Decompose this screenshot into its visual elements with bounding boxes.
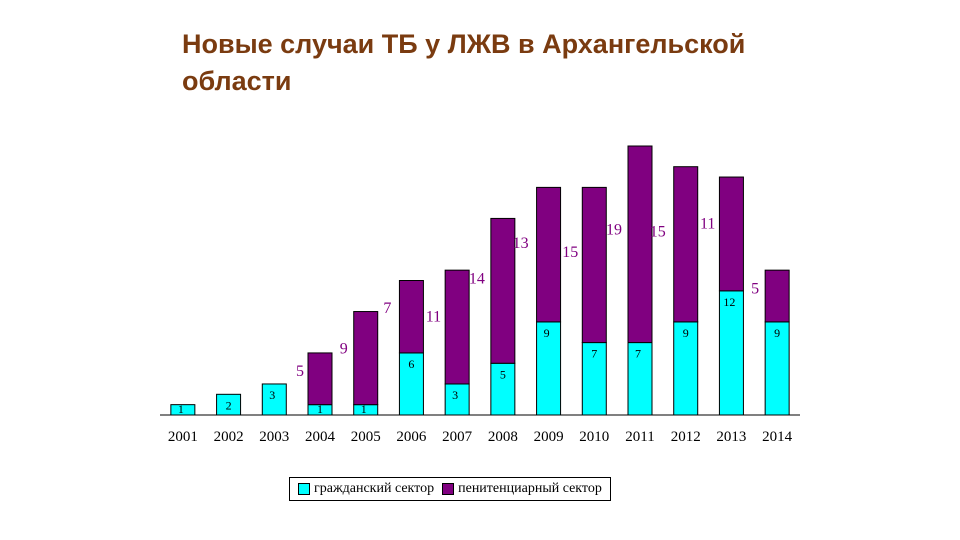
tick-label-2011: 2011 (625, 429, 654, 445)
label-civil-2001: 1 (178, 402, 184, 416)
bar-penitentiary-2009 (536, 186, 562, 323)
label-civil-2007: 3 (452, 388, 458, 402)
tick-label-2006: 2006 (396, 429, 427, 445)
bar-penitentiary-2011 (627, 145, 653, 344)
bar-penitentiary-2014 (764, 269, 790, 323)
label-penitentiary-2013: 11 (700, 215, 715, 232)
legend-label-penitentiary: пенитенциарный сектор (458, 481, 602, 496)
tick-label-2014: 2014 (762, 429, 793, 445)
x-tick-labels: 2001 2002 2003 2004 2005 2006 2007 2008 2009 2010… (168, 429, 793, 445)
bar-penitentiary-2007 (444, 269, 470, 385)
label-penitentiary-2011: 19 (606, 221, 622, 238)
label-penitentiary-2012: 15 (650, 224, 666, 241)
label-civil-2010: 7 (591, 347, 597, 361)
bar-penitentiary-2013 (718, 176, 744, 292)
bar-civil-2009 (536, 321, 562, 416)
tick-label-2012: 2012 (671, 429, 701, 445)
legend-label-civil: гражданский сектор (314, 481, 435, 496)
label-civil-2006: 6 (408, 357, 414, 371)
bar-penitentiary-2008 (490, 217, 516, 364)
bar-civil-2006 (398, 352, 424, 416)
label-penitentiary-2004: 5 (296, 363, 304, 380)
bar-civil-2012 (673, 321, 699, 416)
tick-label-2003: 2003 (259, 429, 289, 445)
chart-legend: гражданский сектор пенитенциарный сектор (289, 477, 611, 501)
tick-label-2005: 2005 (351, 429, 381, 445)
tick-label-2013: 2013 (716, 429, 746, 445)
tick-label-2009: 2009 (534, 429, 564, 445)
label-civil-2005: 1 (361, 402, 367, 416)
label-civil-2003: 3 (269, 388, 275, 402)
tick-label-2001: 2001 (168, 429, 198, 445)
bar-penitentiary-2012 (673, 166, 699, 323)
slide-title: Новые случаи ТБ у ЛЖВ в Архангельской об… (182, 29, 746, 96)
bar-civil-2010 (581, 342, 607, 416)
bars-layer (170, 145, 790, 416)
label-civil-2009: 9 (544, 326, 550, 340)
label-civil-2008: 5 (500, 367, 506, 381)
tick-label-2002: 2002 (214, 429, 244, 445)
tick-label-2010: 2010 (579, 429, 609, 445)
legend-item-civil: гражданский сектор (298, 481, 434, 497)
label-civil-2014: 9 (774, 326, 780, 340)
label-civil-2002: 2 (226, 398, 232, 412)
bar-civil-2008 (490, 362, 516, 416)
bar-civil-2007 (444, 383, 470, 416)
legend-item-penitentiary: пенитенциарный сектор (442, 481, 602, 497)
tick-label-2007: 2007 (442, 429, 473, 445)
bar-penitentiary-2005 (353, 311, 379, 406)
label-civil-2004: 1 (317, 402, 323, 416)
bar-civil-2013 (718, 290, 744, 416)
label-civil-2013: 12 (723, 295, 735, 309)
label-penitentiary-2008: 14 (469, 271, 485, 288)
label-penitentiary-2006: 7 (383, 300, 391, 317)
tick-label-2008: 2008 (488, 429, 518, 445)
bar-penitentiary-2004 (307, 352, 333, 406)
label-penitentiary-2007: 11 (426, 308, 441, 325)
label-civil-2012: 9 (683, 326, 689, 340)
label-civil-2011: 7 (635, 347, 641, 361)
label-penitentiary-2014: 5 (751, 280, 759, 297)
tick-label-2004: 2004 (305, 429, 336, 445)
bar-civil-2003 (261, 383, 287, 416)
legend-swatch-penitentiary (442, 483, 455, 495)
bar-penitentiary-2010 (581, 186, 607, 344)
bar-penitentiary-2006 (398, 280, 424, 354)
label-penitentiary-2010: 15 (562, 244, 578, 261)
legend-swatch-civil (298, 483, 310, 495)
label-penitentiary-2009: 13 (513, 235, 529, 252)
label-penitentiary-2005: 9 (340, 340, 348, 357)
